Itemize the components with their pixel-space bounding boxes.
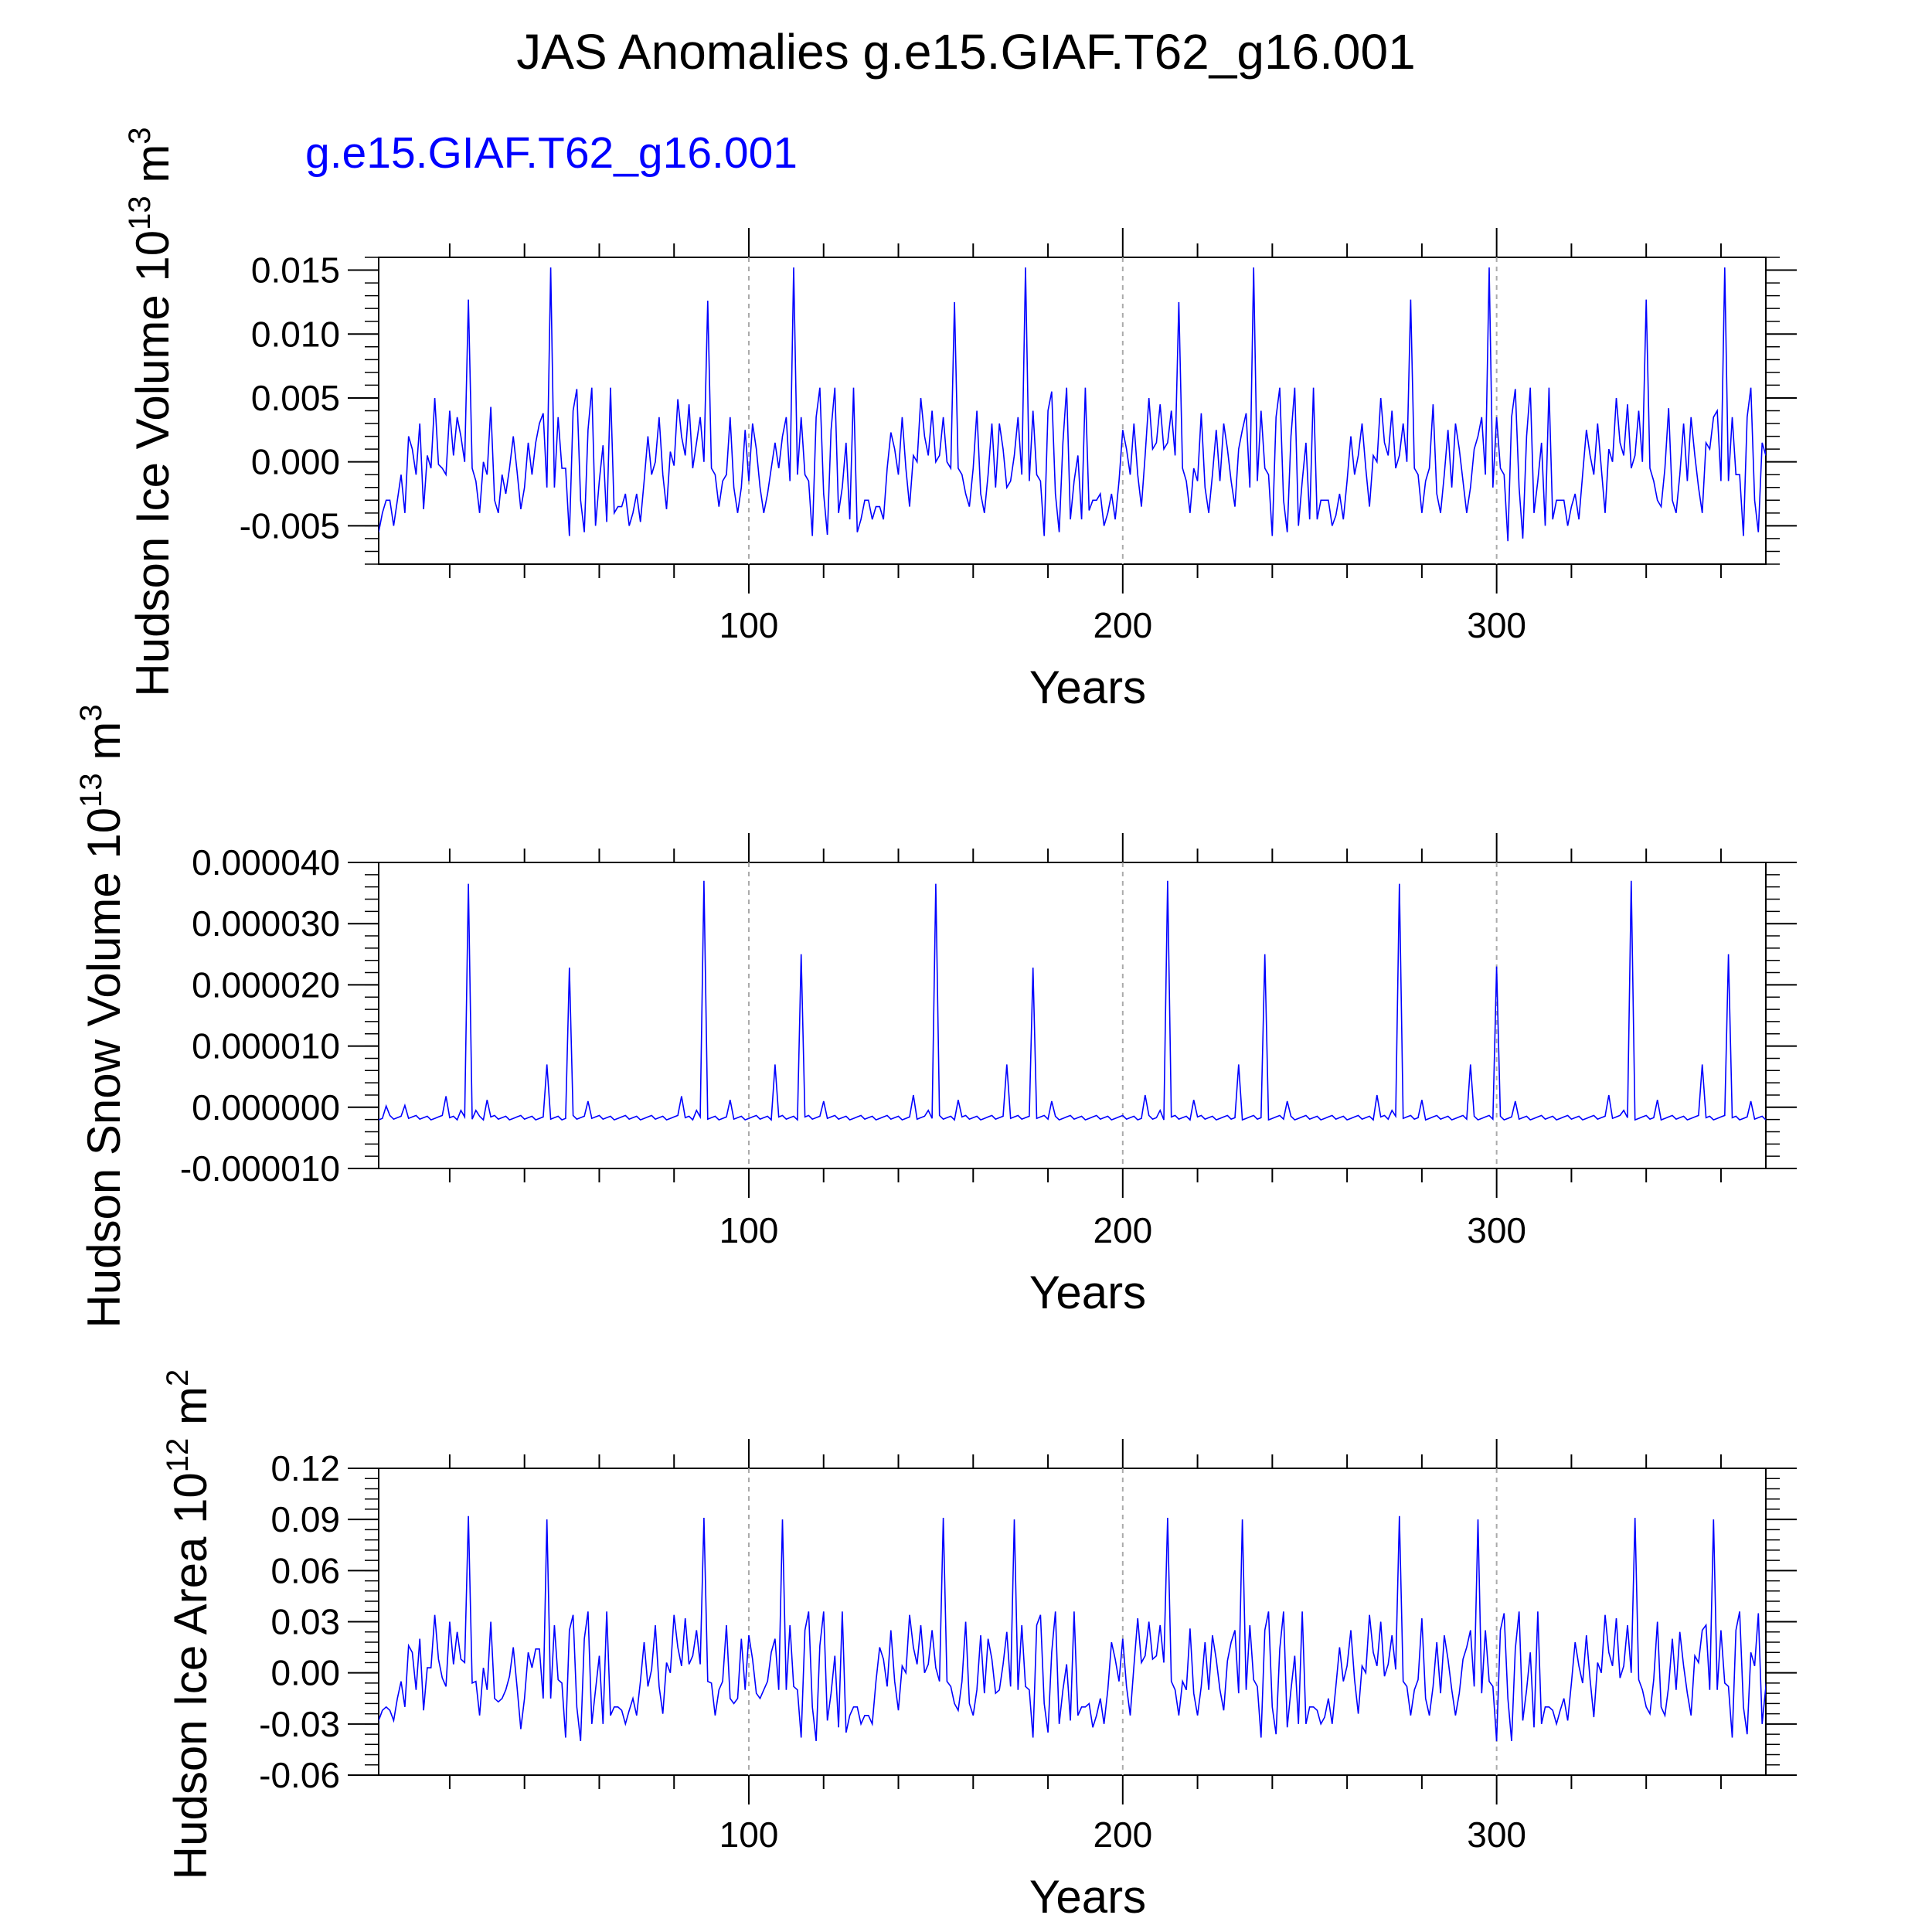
y-axis-label-unit: m <box>165 1386 216 1438</box>
x-tick-label: 200 <box>1093 1210 1152 1250</box>
x-tick-label: 100 <box>719 1815 779 1855</box>
plot-frame <box>378 257 1767 565</box>
y-tick-label: 0.000030 <box>192 903 340 944</box>
y-axis-label: Hudson Ice Area 1012 m2 <box>161 1369 216 1879</box>
y-axis-label-text: Hudson Snow Volume 10 <box>78 808 130 1328</box>
y-tick-label: 0.03 <box>270 1602 340 1642</box>
y-tick-label: 0.005 <box>251 378 340 418</box>
panel-3: 100 200 300 -0.06 -0.03 0.00 0.03 0.06 0.09 0.12 Y… <box>161 1369 1797 1923</box>
y-tick-label: 0.12 <box>270 1448 340 1488</box>
panel-1: 100 200 300 -0.005 0.000 0.005 0.010 0.015 Years… <box>123 127 1797 713</box>
y-axis-label-unit: m <box>78 722 130 774</box>
x-tick-label: 100 <box>719 1210 779 1250</box>
y-tick-label: 0.000 <box>251 442 340 482</box>
series-line <box>379 267 1766 542</box>
y-tick-label: 0.000000 <box>192 1087 340 1128</box>
y-tick-label: -0.06 <box>259 1755 340 1795</box>
y-tick-label: 0.015 <box>251 250 340 291</box>
y-tick-label: 0.000020 <box>192 964 340 1005</box>
y-tick-label: 0.06 <box>270 1550 340 1590</box>
y-axis-label-unit-exponent: 3 <box>74 704 108 721</box>
y-tick-label: 0.00 <box>270 1653 340 1693</box>
x-axis-label: Years <box>1029 1267 1146 1318</box>
y-axis-label-exponent: 12 <box>161 1438 195 1473</box>
y-axis-label-text: Hudson Ice Volume 10 <box>127 230 179 697</box>
panel-2: 100 200 300 -0.000010 0.000000 0.000010 0.0000… <box>74 704 1797 1328</box>
plot-frame <box>378 862 1767 1169</box>
x-axis-label: Years <box>1029 1871 1146 1923</box>
x-tick-label: 300 <box>1467 605 1526 645</box>
y-tick-label: 0.000010 <box>192 1026 340 1066</box>
y-axis-label-exponent: 13 <box>123 196 157 230</box>
panels: 100 200 300 -0.005 0.000 0.005 0.010 0.015 Years… <box>74 127 1797 1923</box>
y-tick-label: -0.005 <box>240 505 340 546</box>
y-tick-label: 0.010 <box>251 314 340 354</box>
x-tick-label: 300 <box>1467 1815 1526 1855</box>
y-axis-label-exponent: 13 <box>74 773 108 808</box>
y-tick-label: 0.000040 <box>192 842 340 883</box>
series-line <box>379 880 1766 1121</box>
y-tick-label: 0.09 <box>270 1499 340 1539</box>
figure-title: JAS Anomalies g.e15.GIAF.T62_g16.001 <box>516 24 1415 80</box>
y-axis-label: Hudson Ice Volume 1013 m3 <box>123 127 179 696</box>
y-axis-label-unit-exponent: 3 <box>123 127 157 144</box>
y-axis-label: Hudson Snow Volume 1013 m3 <box>74 704 130 1328</box>
y-axis-label-text: Hudson Ice Area 10 <box>165 1472 216 1879</box>
y-axis-label-unit: m <box>127 145 179 196</box>
y-tick-label: -0.03 <box>259 1704 340 1744</box>
x-tick-label: 200 <box>1093 1815 1152 1855</box>
y-axis-label-unit-exponent: 2 <box>161 1369 195 1386</box>
legend-label: g.e15.GIAF.T62_g16.001 <box>305 128 798 178</box>
series-line <box>379 1515 1766 1741</box>
y-tick-label: -0.000010 <box>180 1148 340 1189</box>
x-tick-label: 300 <box>1467 1210 1526 1250</box>
x-tick-label: 200 <box>1093 605 1152 645</box>
x-axis-label: Years <box>1029 662 1146 713</box>
x-tick-label: 100 <box>719 605 779 645</box>
